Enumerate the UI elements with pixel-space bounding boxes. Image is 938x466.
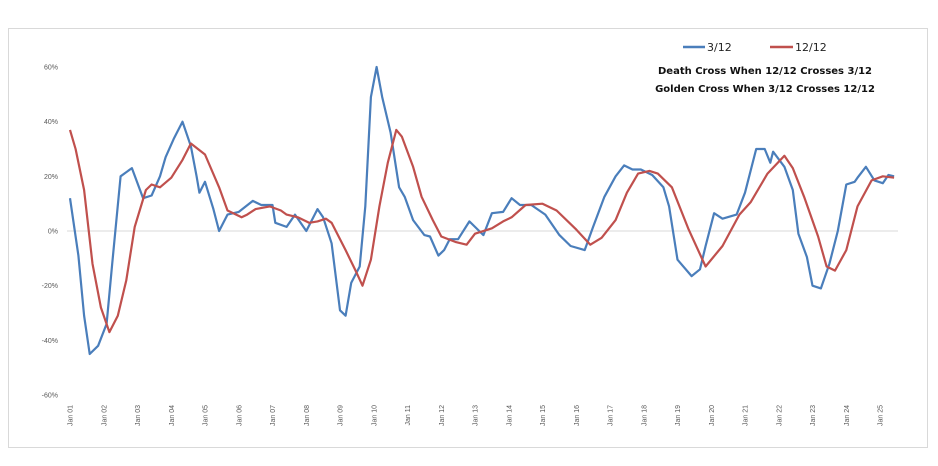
x-tick-label: Jan 09: [338, 405, 345, 426]
x-tick-label: Jan 01: [68, 405, 75, 426]
series-line-12-12: [68, 128, 895, 334]
x-tick-label: Jan 18: [641, 405, 648, 426]
y-tick-label: -60%: [42, 392, 58, 399]
x-tick-label: Jan 22: [776, 405, 783, 426]
y-tick-label: 60%: [44, 65, 58, 72]
series-lines: [68, 65, 895, 356]
x-tick-label: Jan 23: [810, 405, 817, 426]
x-tick-label: Jan 19: [675, 405, 682, 426]
x-tick-label: Jan 07: [270, 405, 277, 426]
x-tick-label: Jan 13: [473, 405, 480, 426]
legend-label-3-12: 3/12: [707, 41, 732, 54]
y-tick-label: -20%: [42, 283, 58, 290]
annotation-death-cross: Death Cross When 12/12 Crosses 3/12: [658, 66, 872, 77]
x-tick-label: Jan 21: [743, 405, 750, 426]
x-tick-label: Jan 14: [506, 405, 513, 426]
x-tick-label: Jan 16: [574, 405, 581, 426]
x-tick-label: Jan 04: [169, 405, 176, 426]
x-tick-label: Jan 08: [304, 405, 311, 426]
y-tick-label: 20%: [44, 174, 58, 181]
annotation-golden-cross: Golden Cross When 3/12 Crosses 12/12: [655, 84, 875, 95]
y-tick-label: 40%: [44, 119, 58, 126]
x-tick-label: Jan 15: [540, 405, 547, 426]
x-tick-label: Jan 12: [439, 405, 446, 426]
series-line-3-12: [68, 65, 895, 356]
y-axis-ticks: -60% -40% -20% 0% 20% 40% 60%: [42, 65, 58, 400]
x-tick-label: Jan 20: [709, 405, 716, 426]
x-tick-label: Jan 24: [844, 405, 851, 426]
x-tick-label: Jan 03: [135, 405, 142, 426]
x-axis-ticks: Jan 01 Jan 02 Jan 03 Jan 04 Jan 05 Jan 06 Jan …: [68, 405, 885, 426]
legend-label-12-12: 12/12: [795, 41, 827, 54]
legend: 3/12 12/12: [683, 41, 827, 54]
chart-frame: [8, 28, 928, 448]
x-tick-label: Jan 05: [203, 405, 210, 426]
x-tick-label: Jan 17: [608, 405, 615, 426]
x-tick-label: Jan 25: [878, 405, 885, 426]
x-tick-label: Jan 10: [371, 405, 378, 426]
x-tick-label: Jan 11: [405, 405, 412, 426]
x-tick-label: Jan 02: [101, 405, 108, 426]
y-tick-label: 0%: [48, 229, 58, 236]
y-tick-label: -40%: [42, 338, 58, 345]
x-tick-label: Jan 06: [236, 405, 243, 426]
